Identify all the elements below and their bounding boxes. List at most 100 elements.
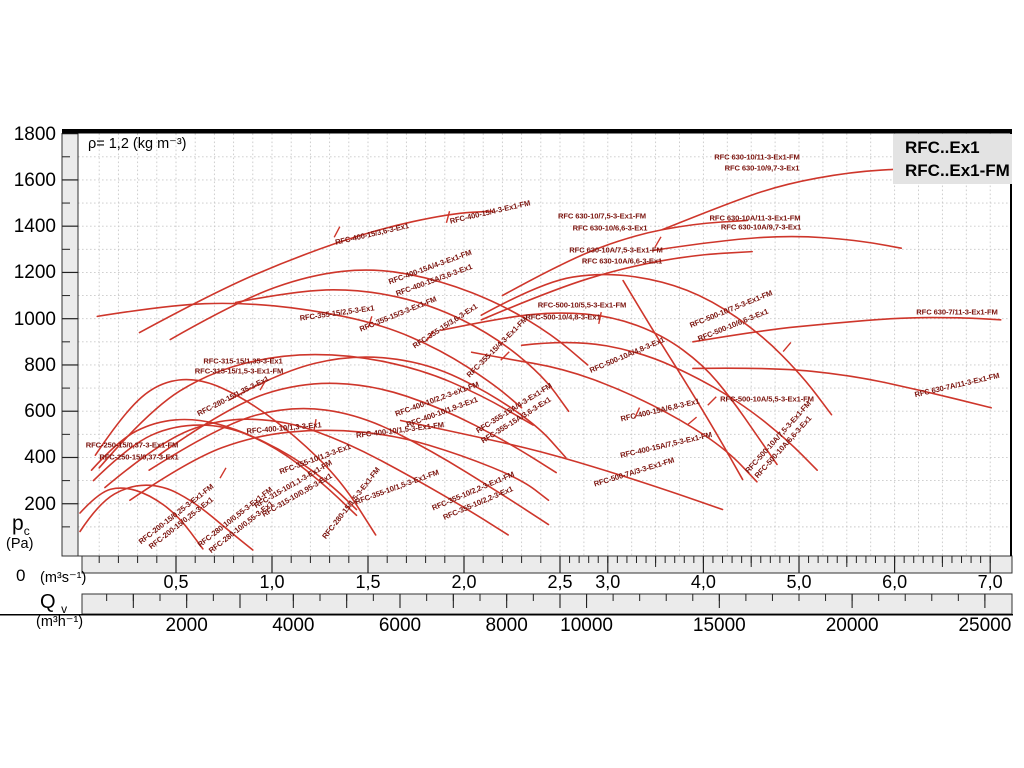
x-axis-unit-m3h: (m³h⁻¹) [36,614,84,630]
range-marker [782,341,792,353]
x-tick-label-m3h: 4000 [272,615,315,636]
fan-curve [79,487,204,550]
x-tick-label-m3s: 2,5 [547,572,573,592]
fan-curve [692,367,992,409]
y-tick-label: 1200 [13,262,56,284]
y-axis-subscript: c [23,524,30,539]
x-scale-band-m3h [81,593,1013,615]
range-marker [686,416,698,426]
range-marker [219,467,227,479]
x-tick-label-m3h: 15000 [692,615,746,636]
fan-curve [104,418,509,536]
y-tick-label: 800 [24,354,56,376]
fan-curve [520,341,818,472]
y-tick-label: 200 [24,493,56,515]
range-marker [654,236,662,248]
curve-label: RFC 630-10/9,7-3-Ex1 [724,163,800,173]
range-marker [707,396,717,406]
legend-line-ex1: RFC..Ex1 [905,138,980,157]
fan-curve [98,353,534,469]
legend: RFC..Ex1 RFC..Ex1-FM [893,134,1012,184]
y-tick-label: 600 [24,401,56,423]
y-axis-unit: (Pa) [6,536,34,552]
plot-top-border [62,129,1012,134]
y-tick-label: 1800 [13,123,56,145]
curve-label: RFC 630-10/7,5-3-Ex1-FM [557,211,647,221]
x-tick-label-m3s: 1,5 [355,572,381,592]
fan-curve [79,484,254,551]
range-marker [500,351,510,361]
curve-label: RFC 630-10A/11-3-Ex1-FM [709,213,801,223]
x-tick-label-m3s: 4,0 [690,572,716,592]
fan-curve [661,167,913,231]
range-marker [445,211,451,223]
x-tick-label-m3h: 2000 [165,615,208,636]
fan-curve [129,429,550,502]
curve-label: RFC 630-10/6,6-3-Ex1 [572,223,648,233]
curve-label: RFC 630-10A/6,6-3-Ex1 [581,256,663,266]
range-marker [633,407,641,419]
fan-curve [96,302,523,409]
fan-curve [228,356,567,459]
x-tick-label-m3h: 25000 [958,615,1012,636]
fan-curve [480,273,833,416]
x-tick-label-m3h: 10000 [560,615,613,636]
fan-curve [92,424,358,517]
range-marker [367,316,373,328]
legend-line-ex1-fm: RFC..Ex1-FM [905,161,1010,180]
x-tick-label-m3s: 5,0 [786,572,812,592]
curve-label: RFC-315-15/1,5-3-Ex1-FM [194,366,284,376]
x-tick-label-m3s: 6,0 [882,572,908,592]
y-tick-label: 1600 [13,169,56,191]
x-axis-unit-m3s: (m³s⁻¹) [40,570,87,586]
range-marker [425,330,435,342]
fan-curve [90,418,358,511]
curve-label: RFC-500-10/5,5-3-Ex1-FM [537,300,627,310]
curve-label: RFC 630-10A/9,7-3-Ex1 [720,222,802,232]
fan-curve [157,382,557,474]
x-tick-label-m3h: 6000 [378,615,422,636]
y-tick-label: 1400 [13,216,56,238]
fan-curve [94,378,377,536]
range-marker [313,418,317,432]
curve-label: RFC-500-10A/5,5-3-Ex1-FM [720,394,814,404]
fan-curve [169,269,589,366]
x-tick-label-m3h: 8000 [485,615,528,636]
density-note: ρ= 1,2 (kg m⁻³) [88,136,187,152]
curve-label: RFC-250-15/0,37-3-Ex1-FM [85,440,179,450]
y-tick-label: 400 [24,447,56,469]
fan-curve [148,407,550,526]
curve-label: RFC-315-15/1,35-3-Ex1 [203,356,283,366]
curve-label: RFC 630-10/11-3-Ex1-FM [714,152,800,162]
range-marker [333,226,341,238]
fan-curve [501,219,749,297]
x-tick-label-m3s: 2,0 [451,572,477,592]
x-axis-subscript: v [61,602,68,616]
fan-curve [234,288,570,413]
x-tick-label-m3s: 7,0 [977,572,1003,592]
curve-label: RFC-500-10/4,8-3-Ex1 [525,312,601,322]
x-tick-label-m3s: 0,5 [163,572,189,592]
fan-curve [622,279,744,481]
curve-label: RFC 630-7/11-3-Ex1-FM [916,307,998,317]
fan-curve [692,316,1002,343]
x-tick-label-m3s: 1,0 [259,572,285,592]
x-scale-band-m3s [81,555,1013,574]
x-tick-label-m3h: 20000 [825,615,879,636]
fan-curve [470,351,758,483]
curve-label: RFC 630-10A/7,5-3-Ex1-FM [569,245,663,255]
range-marker [598,311,602,325]
y-tick-label: 1000 [13,308,56,330]
x-axis-title: Q v [40,591,67,616]
fan-curve [440,312,778,466]
y-axis-symbol: p [12,512,24,535]
fan-curve [651,235,903,252]
curve-label: RFC-250-15/0,37-3-Ex1 [99,452,179,462]
y-axis-ruler [61,133,79,557]
x-tick-label-m3s: 3,0 [595,572,621,592]
y-axis-title: pc [12,512,30,538]
fan-curve [399,419,724,511]
y-axis-zero-label: 0 [16,566,26,585]
